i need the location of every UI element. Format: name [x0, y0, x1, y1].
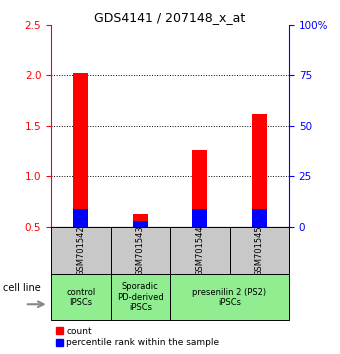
- Text: GSM701544: GSM701544: [195, 225, 204, 276]
- Text: cell line: cell line: [3, 283, 41, 293]
- Bar: [73, 210, 88, 227]
- Bar: [51, 274, 110, 320]
- Bar: [170, 274, 289, 320]
- Text: Sporadic
PD-derived
iPSCs: Sporadic PD-derived iPSCs: [117, 282, 164, 312]
- Title: GDS4141 / 207148_x_at: GDS4141 / 207148_x_at: [95, 11, 245, 24]
- Bar: [110, 274, 170, 320]
- Bar: [192, 210, 207, 227]
- Bar: [73, 73, 88, 227]
- Bar: [230, 227, 289, 274]
- Bar: [170, 227, 230, 274]
- Bar: [252, 114, 267, 227]
- Bar: [133, 221, 148, 227]
- Text: GSM701542: GSM701542: [76, 225, 85, 276]
- Bar: [110, 227, 170, 274]
- Text: presenilin 2 (PS2)
iPSCs: presenilin 2 (PS2) iPSCs: [192, 288, 267, 307]
- Text: GSM701543: GSM701543: [136, 225, 145, 276]
- Text: GSM701545: GSM701545: [255, 225, 264, 276]
- Legend: count, percentile rank within the sample: count, percentile rank within the sample: [55, 327, 220, 347]
- Bar: [252, 210, 267, 227]
- Text: control
IPSCs: control IPSCs: [66, 288, 96, 307]
- Bar: [192, 150, 207, 227]
- Bar: [133, 215, 148, 227]
- Bar: [51, 227, 110, 274]
